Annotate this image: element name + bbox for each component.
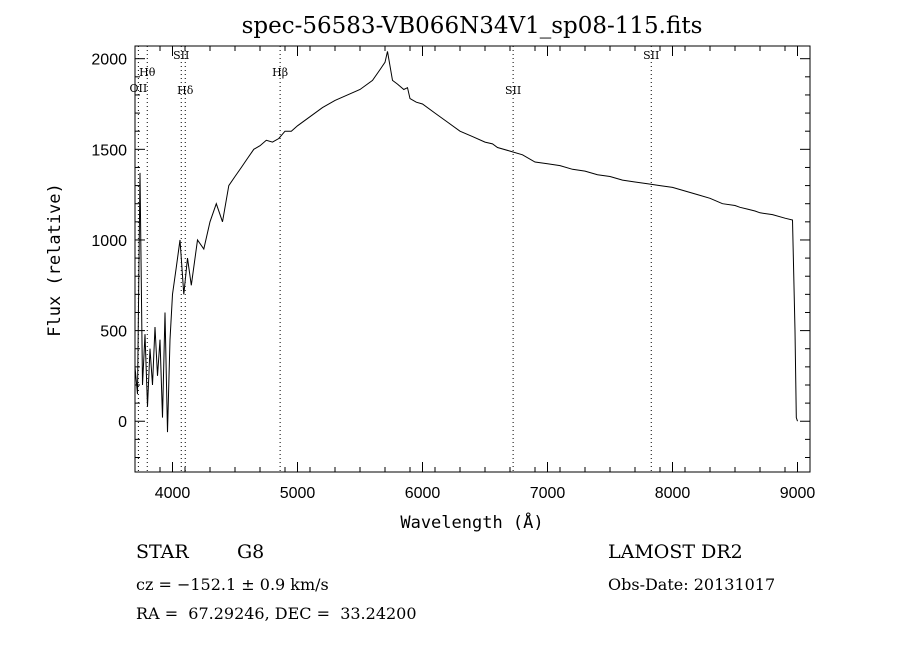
tick-group: 4000 5000 6000 7000 8000 9000 0 500 1000 1500 2000: [91, 46, 815, 502]
x-tick-label: 6000: [405, 485, 441, 502]
x-axis-label: Wavelength (Å): [400, 511, 543, 533]
y-tick-label: 2000: [91, 52, 127, 69]
y-tick-label: 0: [118, 414, 127, 431]
x-tick-label: 7000: [530, 485, 566, 502]
object-subclass: G8: [237, 541, 265, 563]
x-tick-label: 5000: [280, 485, 316, 502]
y-tick-label: 1500: [91, 142, 127, 159]
y-axis-label: Flux (relative): [45, 183, 65, 337]
line-marker-label: SII: [173, 49, 189, 62]
x-tick-label: 4000: [155, 485, 191, 502]
y-tick-label: 1000: [91, 233, 127, 250]
survey-name: LAMOST DR2: [608, 541, 743, 563]
coordinates-text: RA = 67.29246, DEC = 33.24200: [136, 604, 417, 623]
plot-frame: [134, 45, 811, 473]
y-tick-label: 500: [100, 324, 127, 341]
line-marker-label: Hβ: [272, 66, 288, 79]
line-marker-label: SII: [643, 49, 659, 62]
spectrum-line: [134, 51, 798, 433]
redshift-text: cz = −152.1 ± 0.9 km/s: [136, 575, 329, 594]
obs-date-text: Obs-Date: 20131017: [608, 575, 776, 594]
line-marker-label: Hθ: [139, 66, 156, 79]
x-tick-label: 9000: [780, 485, 816, 502]
line-marker-label: OII: [130, 82, 148, 95]
x-tick-label: 8000: [655, 485, 691, 502]
line-marker-label: SII: [505, 84, 521, 97]
chart-title: spec-56583-VB066N34V1_sp08-115.fits: [242, 13, 703, 39]
object-class: STAR: [136, 541, 189, 563]
line-marker-label: Hδ: [177, 84, 194, 97]
line-markers: OII Hθ SII Hδ Hβ SII SII: [130, 46, 659, 472]
